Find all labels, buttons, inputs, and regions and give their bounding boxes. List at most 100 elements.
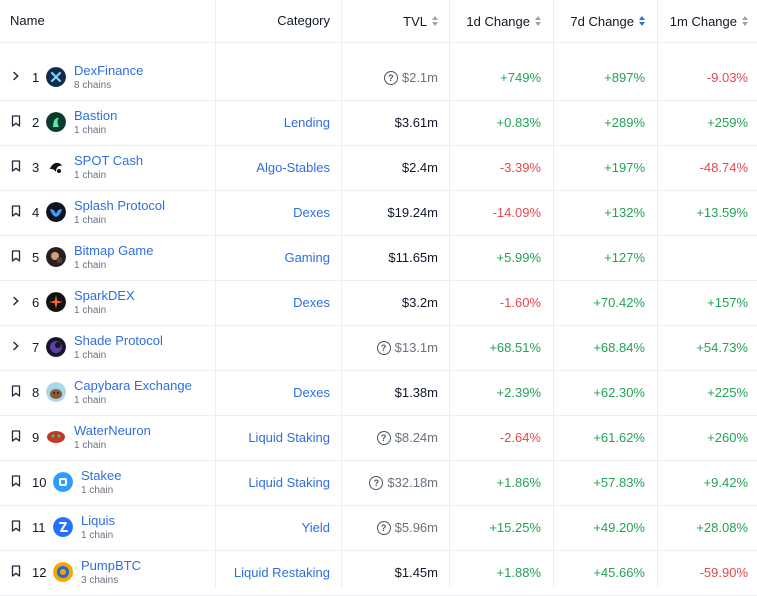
bookmark-icon[interactable] (9, 114, 23, 128)
tvl-cell: ? $2.1m (383, 55, 438, 100)
table-row[interactable]: 8 Capybara Exchange 1 chain Dexes $1.38m +2.3… (0, 370, 757, 416)
change-1d: -14.09% (492, 205, 541, 220)
change-1d: +68.51% (489, 340, 541, 355)
question-icon[interactable]: ? (376, 340, 391, 355)
tvl-value: $13.1m (394, 340, 438, 355)
protocol-name-link[interactable]: Capybara Exchange (74, 378, 192, 393)
category-link[interactable]: Algo-Stables (256, 160, 330, 175)
category-link[interactable]: Liquid Restaking (233, 565, 330, 580)
category-link[interactable]: Lending (283, 115, 330, 130)
chevron-right-icon[interactable] (9, 69, 23, 83)
table-row[interactable]: 2 Bastion 1 chain Lending $3.61m +0.83% +289% +… (0, 100, 757, 146)
rank-number: 12 (32, 565, 47, 580)
bookmark-icon[interactable] (9, 429, 23, 443)
protocol-name-link[interactable]: SparkDEX (74, 288, 135, 303)
table-row[interactable]: 5 Bitmap Game 1 chain Gaming $11.65m +5.99% +1… (0, 235, 757, 281)
change-7d: +197% (604, 160, 645, 175)
column-header-name[interactable]: Name (10, 0, 45, 41)
change-1d: +1.88% (496, 565, 541, 580)
question-icon[interactable]: ? (376, 430, 391, 445)
bitmap-game-logo (46, 247, 66, 267)
tvl-value: $5.96m (394, 520, 438, 535)
chain-count: 1 chain (74, 395, 107, 406)
spot-cash-logo (46, 157, 66, 177)
rank-number: 4 (32, 205, 40, 220)
column-header-category[interactable]: Category (277, 0, 330, 41)
protocol-name-link[interactable]: Splash Protocol (74, 198, 166, 213)
category-link[interactable]: Liquid Staking (248, 475, 330, 490)
stakee-logo (53, 472, 73, 492)
protocol-name-link[interactable]: SPOT Cash (74, 153, 144, 168)
change-7d: +132% (604, 205, 645, 220)
change-7d: +127% (604, 250, 645, 265)
question-icon[interactable]: ? (383, 70, 398, 85)
table-row[interactable]: 9 WaterNeuron 1 chain Liquid Staking? $8.24m… (0, 415, 757, 461)
protocol-name-link[interactable]: Bitmap Game (74, 243, 154, 258)
category-link[interactable]: Dexes (293, 205, 330, 220)
table-row[interactable]: 3 SPOT Cash 1 chain Algo-Stables $2.4m -3.39%… (0, 145, 757, 191)
table-row[interactable]: 1 DexFinance 8 chains? $2.1m +749% +897% -9.03… (0, 55, 757, 101)
category-link[interactable]: Dexes (293, 295, 330, 310)
column-header-1m-change[interactable]: 1m Change (670, 0, 748, 42)
column-header-7d-label: 7d Change (570, 13, 634, 29)
table-row[interactable]: 12 PumpBTC 3 chains Liquid Restaking $1.45m +… (0, 550, 757, 596)
tvl-cell: $3.2m (402, 280, 438, 325)
protocol-name-link[interactable]: Shade Protocol (74, 333, 163, 348)
table-row[interactable]: 11 Liquis 1 chain Yield? $5.96m +15.25% +49.20… (0, 505, 757, 551)
change-1d: +1.86% (496, 475, 541, 490)
table-row[interactable]: 4 Splash Protocol 1 chain Dexes $19.24m -14.0… (0, 190, 757, 236)
splash-protocol-logo (46, 202, 66, 222)
bookmark-icon[interactable] (9, 159, 23, 173)
protocol-name-link[interactable]: DexFinance (74, 63, 144, 78)
chain-count: 1 chain (74, 260, 107, 271)
rank-number: 10 (32, 475, 47, 490)
question-icon[interactable]: ? (376, 520, 391, 535)
bookmark-icon[interactable] (9, 474, 23, 488)
category-link[interactable]: Dexes (293, 385, 330, 400)
tvl-cell: $2.4m (402, 145, 438, 190)
bookmark-icon[interactable] (9, 249, 23, 263)
chevron-right-icon[interactable] (9, 339, 23, 353)
tvl-cell: $11.65m (388, 235, 438, 280)
change-7d: +897% (604, 70, 645, 85)
change-1d: +15.25% (489, 520, 541, 535)
protocol-name-link[interactable]: Stakee (81, 468, 122, 483)
bookmark-icon[interactable] (9, 204, 23, 218)
tvl-value: $11.65m (388, 250, 438, 265)
category-link[interactable]: Liquid Staking (248, 430, 330, 445)
change-1m: +157% (707, 295, 748, 310)
column-header-1d-label: 1d Change (466, 13, 530, 29)
column-header-1d-change[interactable]: 1d Change (466, 0, 541, 42)
tvl-cell: $1.38m (395, 370, 438, 415)
protocol-name-link[interactable]: PumpBTC (81, 558, 141, 573)
category-link[interactable]: Yield (301, 520, 330, 535)
bookmark-icon[interactable] (9, 564, 23, 578)
column-header-tvl[interactable]: TVL (403, 0, 438, 42)
protocol-name-link[interactable]: Liquis (81, 513, 115, 528)
chevron-right-icon[interactable] (9, 294, 23, 308)
protocol-name-link[interactable]: Bastion (74, 108, 118, 123)
change-1m: -48.74% (699, 160, 748, 175)
question-icon[interactable]: ? (369, 475, 384, 490)
sparkdex-logo (46, 292, 66, 312)
table-row[interactable]: 7 Shade Protocol 1 chain? $13.1m +68.51% +68.… (0, 325, 757, 371)
protocol-name-link[interactable]: WaterNeuron (74, 423, 151, 438)
sort-active-icon (639, 16, 645, 26)
change-1d: -1.60% (499, 295, 541, 310)
bookmark-icon[interactable] (9, 519, 23, 533)
table-row[interactable]: 10 Stakee 1 chain Liquid Staking? $32.18m +1.… (0, 460, 757, 506)
bookmark-icon[interactable] (9, 384, 23, 398)
column-header-category-label: Category (277, 12, 330, 28)
tvl-cell: $19.24m (387, 190, 438, 235)
liquis-logo (53, 517, 73, 537)
change-1m: +13.59% (696, 205, 748, 220)
category-link[interactable]: Gaming (284, 250, 330, 265)
tvl-value: $1.38m (394, 385, 438, 400)
rank-number: 7 (32, 340, 40, 355)
dexfinance-logo (46, 67, 66, 87)
tvl-cell: ? $5.96m (376, 505, 438, 550)
table-row[interactable]: 6 SparkDEX 1 chain Dexes $3.2m -1.60% +70.42% +… (0, 280, 757, 326)
tvl-value: $3.2m (401, 295, 438, 310)
rank-number: 3 (32, 160, 40, 175)
column-header-7d-change[interactable]: 7d Change (570, 0, 645, 42)
